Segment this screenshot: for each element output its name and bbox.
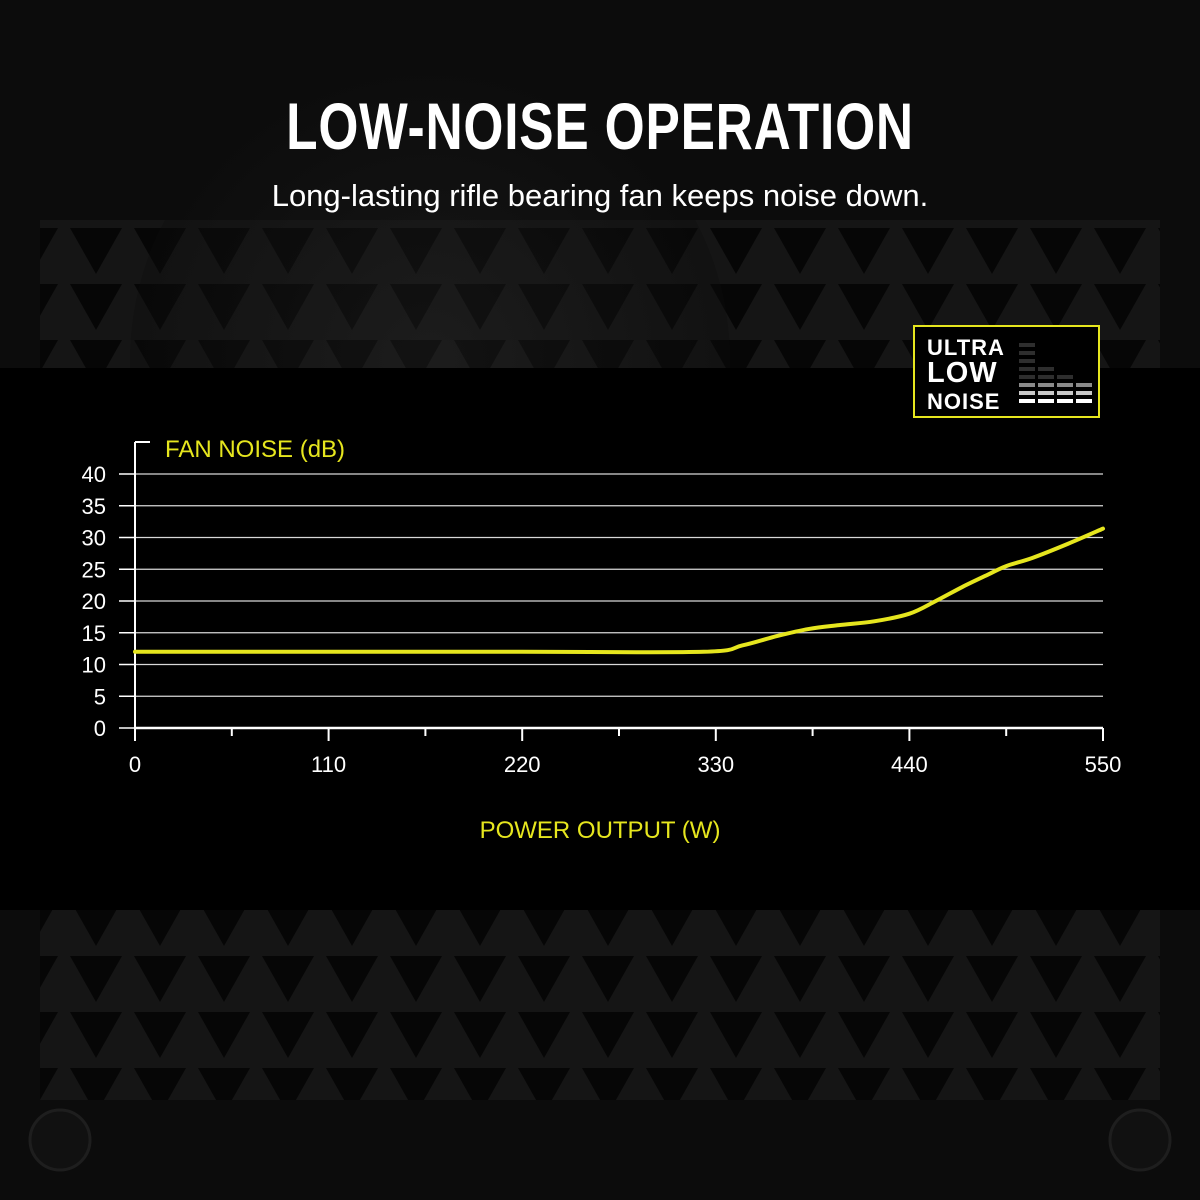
badge-line-ultra: ULTRA — [927, 335, 1005, 360]
ultra-low-noise-badge: ULTRA LOW NOISE — [913, 325, 1100, 418]
x-tick-label-220: 220 — [504, 752, 541, 777]
y-tick-label-35: 35 — [82, 494, 106, 519]
y-tick-label-10: 10 — [82, 653, 106, 678]
x-axis-label: POWER OUTPUT (W) — [480, 817, 721, 844]
x-tick-label-550: 550 — [1085, 752, 1122, 777]
axes — [119, 441, 1104, 741]
x-tick-label-0: 0 — [129, 752, 141, 777]
chart-panel — [0, 368, 1200, 910]
page-subtitle: Long-lasting rifle bearing fan keeps noi… — [271, 178, 929, 213]
x-tick-label-440: 440 — [891, 752, 928, 777]
y-axis-label: FAN NOISE (dB) — [165, 436, 345, 463]
gridlines — [135, 473, 1103, 697]
x-tick-label-110: 110 — [311, 752, 346, 777]
y-tick-label-25: 25 — [82, 557, 106, 582]
badge-line-low: LOW — [927, 357, 998, 389]
sound-level-bars-icon — [1019, 343, 1092, 403]
y-tick-label-0: 0 — [94, 716, 106, 741]
y-tick-label-5: 5 — [94, 684, 106, 709]
y-tick-label-20: 20 — [82, 589, 106, 614]
series-lines — [133, 526, 1105, 655]
series-line-0 — [133, 526, 1105, 655]
y-tick-label-30: 30 — [82, 526, 106, 551]
x-tick-label-330: 330 — [697, 752, 734, 777]
y-tick-label-15: 15 — [82, 621, 106, 646]
tick-labels: 0 5 10 15 20 25 30 35 40 0 110 220 330 440 550 — [82, 462, 1122, 777]
y-tick-label-40: 40 — [82, 462, 106, 487]
badge-line-noise: NOISE — [927, 389, 1001, 414]
page-title: LOW-NOISE OPERATION — [286, 89, 914, 163]
